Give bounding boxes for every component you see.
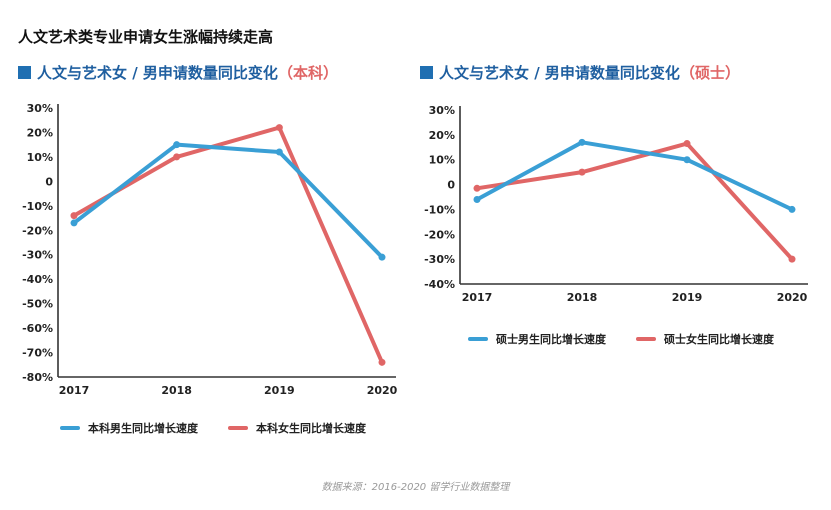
legend-label: 硕士男生同比增长速度 — [496, 333, 606, 346]
data-point — [578, 168, 586, 176]
legend-swatch-female — [228, 426, 248, 430]
x-tick-label: 2018 — [161, 384, 192, 397]
y-tick-label: -20% — [424, 228, 455, 241]
legend-swatch-male — [60, 426, 80, 430]
series-line — [475, 141, 794, 262]
y-tick-label: -50% — [22, 298, 53, 311]
data-point — [378, 253, 386, 261]
chart2-title-marker — [420, 66, 433, 79]
data-point — [788, 205, 796, 213]
data-point — [473, 184, 481, 192]
data-point — [70, 219, 78, 227]
data-source-note: 数据来源：2016-2020 留学行业数据整理 — [321, 482, 510, 493]
data-point — [683, 156, 691, 164]
chart2-title-tag: （硕士） — [679, 64, 740, 82]
x-tick-label: 2019 — [672, 291, 703, 304]
y-tick-label: 30% — [27, 102, 53, 115]
y-tick-label: -30% — [424, 253, 455, 266]
x-tick-label: 2019 — [264, 384, 295, 397]
legend-label: 本科男生同比增长速度 — [88, 422, 198, 435]
chart1-legend-male: 本科男生同比增长速度 — [60, 420, 198, 436]
y-tick-label: -70% — [22, 347, 53, 360]
y-tick-label: -60% — [22, 322, 53, 335]
chart2-legend-female: 硕士女生同比增长速度 — [636, 331, 774, 347]
y-tick-label: -20% — [22, 224, 53, 237]
chart2-title: 人文与艺术女 / 男申请数量同比变化 （硕士） — [420, 62, 740, 83]
data-point — [275, 148, 283, 156]
data-point — [378, 358, 386, 366]
chart2-title-main: 人文与艺术女 / 男申请数量同比变化 — [439, 64, 680, 82]
data-point — [275, 124, 283, 132]
legend-label: 硕士女生同比增长速度 — [664, 333, 774, 346]
chart1-title: 人文与艺术女 / 男申请数量同比变化 （本科） — [18, 62, 338, 83]
y-tick-label: 0 — [45, 175, 53, 188]
data-point — [473, 195, 481, 203]
x-tick-label: 2020 — [367, 384, 398, 397]
x-tick-label: 2020 — [777, 291, 808, 304]
x-tick-label: 2017 — [462, 291, 493, 304]
data-point — [70, 212, 78, 220]
chart1-title-tag: （本科） — [277, 64, 338, 82]
data-point — [173, 153, 181, 161]
y-tick-label: 30% — [429, 104, 455, 117]
legend-swatch-male — [468, 337, 488, 341]
y-tick-label: -10% — [22, 200, 53, 213]
page-title: 人文艺术类专业申请女生涨幅持续走高 — [18, 28, 274, 46]
chart1-title-main: 人文与艺术女 / 男申请数量同比变化 — [37, 64, 278, 82]
x-tick-label: 2017 — [59, 384, 90, 397]
y-tick-label: 10% — [27, 151, 53, 164]
data-point — [788, 255, 796, 263]
legend-label: 本科女生同比增长速度 — [256, 422, 366, 435]
y-tick-label: 10% — [429, 154, 455, 167]
y-tick-label: -40% — [22, 273, 53, 286]
data-point — [173, 141, 181, 149]
data-point — [683, 140, 691, 148]
y-tick-label: -80% — [22, 371, 53, 384]
chart1-legend-female: 本科女生同比增长速度 — [228, 420, 366, 436]
legend-swatch-female — [636, 337, 656, 341]
series-line — [72, 142, 384, 260]
y-tick-label: -10% — [424, 203, 455, 216]
y-tick-label: 20% — [429, 129, 455, 142]
y-tick-label: -30% — [22, 249, 53, 262]
chart2-legend-male: 硕士男生同比增长速度 — [468, 331, 606, 347]
x-tick-label: 2018 — [567, 291, 598, 304]
y-tick-label: 0 — [447, 179, 455, 192]
chart1-legend: 本科男生同比增长速度 本科女生同比增长速度 — [60, 420, 366, 436]
y-tick-label: -40% — [424, 278, 455, 291]
chart2-legend: 硕士男生同比增长速度 硕士女生同比增长速度 — [468, 331, 774, 347]
chart1-title-marker — [18, 66, 31, 79]
series-line — [475, 140, 794, 212]
y-tick-label: 20% — [27, 126, 53, 139]
data-point — [578, 138, 586, 146]
